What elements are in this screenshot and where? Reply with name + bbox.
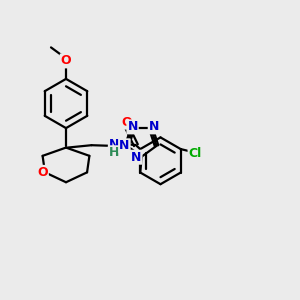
Text: N: N [128,120,138,134]
Text: O: O [37,166,48,179]
Text: Cl: Cl [188,147,202,160]
Text: N: N [149,120,159,134]
Text: N: N [131,151,142,164]
Text: O: O [61,54,71,68]
Text: N: N [109,137,119,151]
Text: H: H [109,146,119,159]
Text: O: O [121,116,132,129]
Text: N: N [119,139,130,152]
